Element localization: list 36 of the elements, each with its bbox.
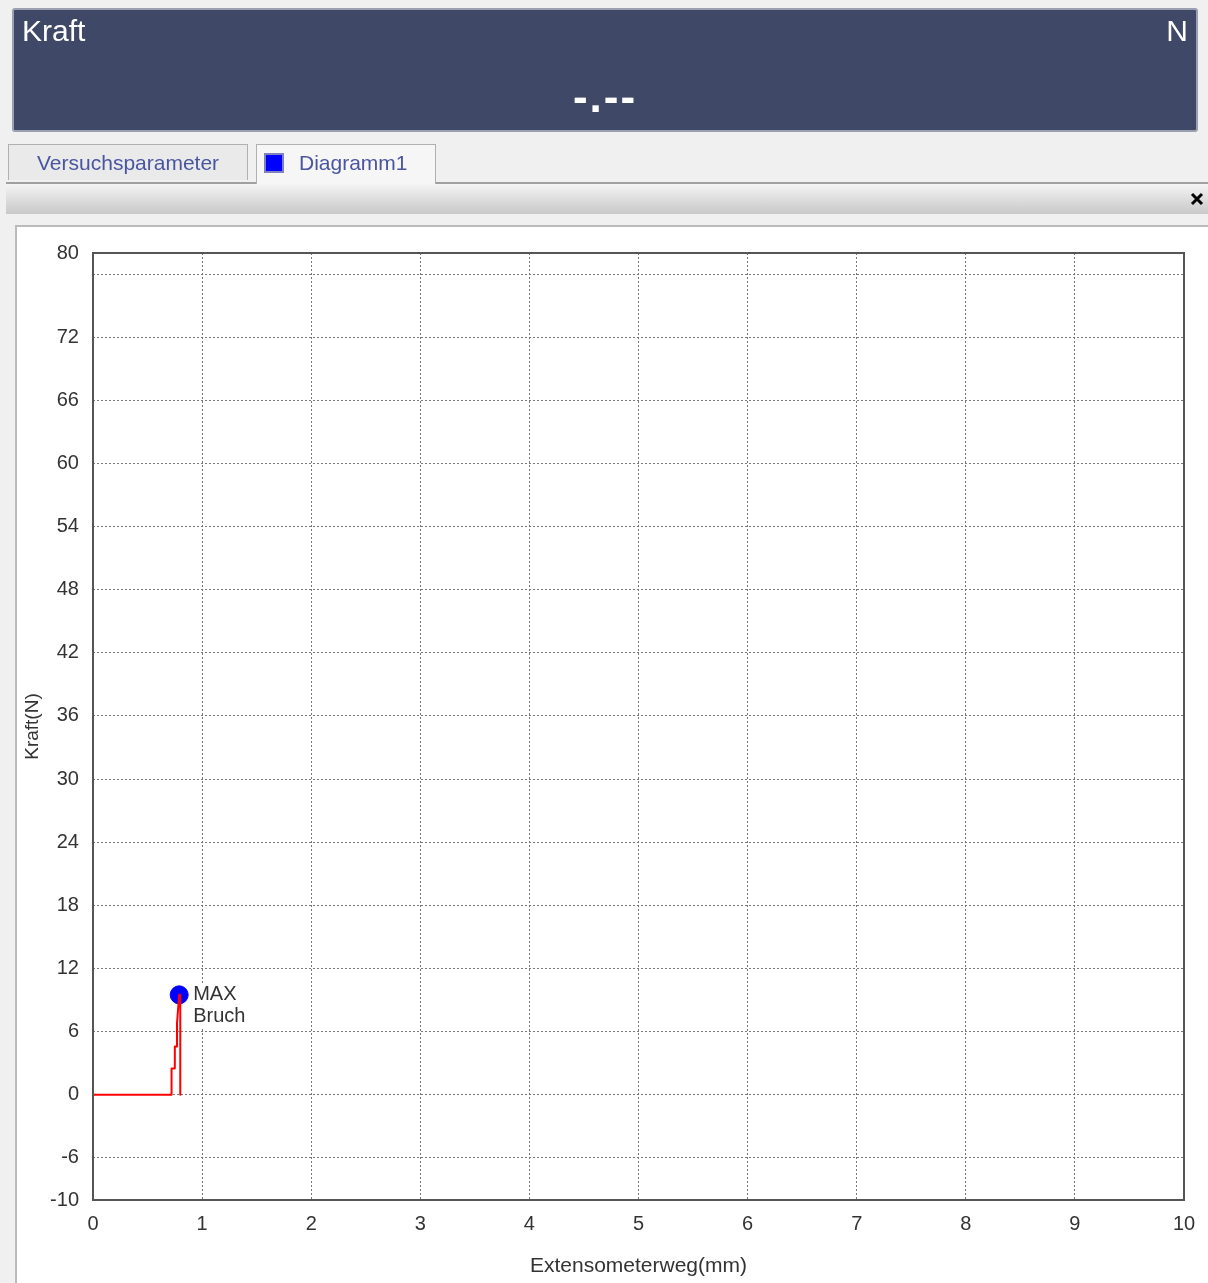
text: -.-- [571, 72, 639, 122]
x-tick-label: 3 [414, 1211, 426, 1234]
y-tick-label: 30 [56, 766, 79, 789]
y-axis-title: Kraft(N) [20, 693, 42, 760]
annotation: MAX [193, 982, 237, 1005]
annotation: Bruch [193, 1004, 246, 1027]
x-tick-label: 4 [523, 1211, 535, 1234]
text: N [1166, 14, 1188, 48]
x-tick-label: 9 [1069, 1211, 1081, 1234]
y-tick-label: 24 [56, 829, 79, 852]
y-tick-label: 72 [56, 324, 79, 347]
y-tick-label: 18 [56, 892, 79, 915]
y-tick-label: 48 [56, 577, 79, 600]
y-tick-label: 42 [56, 640, 79, 663]
y-tick-label: 54 [56, 514, 79, 537]
x-tick-label: 8 [960, 1211, 972, 1234]
text: Kraft [22, 14, 86, 48]
x-tick-label: 6 [742, 1211, 754, 1234]
text: Versuchsparameter [8, 144, 248, 180]
x-tick-label: 0 [87, 1211, 99, 1234]
x-tick-label: 1 [196, 1211, 208, 1234]
y-tick-label: -6 [61, 1145, 79, 1168]
y-tick-label: 6 [67, 1019, 79, 1042]
x-tick-label: 5 [632, 1211, 645, 1234]
y-tick-label: -10 [50, 1187, 79, 1210]
text: Diagramm1 [299, 151, 408, 174]
y-tick-label: 36 [56, 703, 79, 726]
x-tick-label: 7 [851, 1211, 863, 1234]
y-tick-label: 12 [56, 956, 79, 979]
y-tick-label: 0 [67, 1082, 79, 1105]
y-tick-label: 66 [56, 387, 79, 410]
y-tick-label: 80 [56, 240, 79, 263]
x-axis-title: Extensometerweg(mm) [529, 1253, 748, 1277]
y-tick-label: 60 [56, 450, 79, 473]
x-tick-label: 2 [305, 1211, 317, 1234]
x-tick-label: 10 [1172, 1211, 1196, 1234]
